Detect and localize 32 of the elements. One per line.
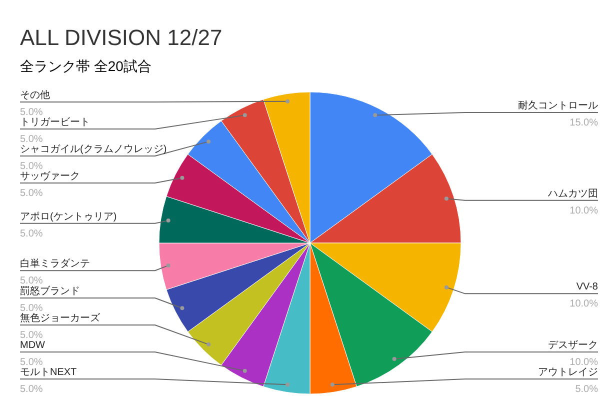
data-label: 5.0%	[20, 134, 43, 145]
slice-label: 無色ジョーカーズ	[20, 312, 101, 324]
data-label: 5.0%	[20, 357, 43, 368]
slice-label: サッヴァーク	[20, 170, 80, 182]
data-label: 10.0%	[570, 205, 598, 216]
data-label: 5.0%	[20, 330, 43, 341]
slice-label: アポロ(ケントゥリア)	[20, 211, 117, 222]
slice-label: アウトレイジ	[538, 367, 598, 378]
data-label: 5.0%	[20, 107, 43, 118]
slice-label: モルトNEXT	[20, 367, 77, 378]
data-label: 5.0%	[20, 303, 43, 314]
slice-label: その他	[20, 89, 50, 101]
chart-subtitle: 全ランク帯 全20試合	[20, 58, 152, 74]
data-label: 10.0%	[570, 357, 598, 368]
slice-label: 罰怒ブランド	[20, 285, 80, 297]
slice-label: トリガービート	[20, 117, 90, 128]
data-label: 5.0%	[20, 276, 43, 287]
slice-label: MDW	[20, 340, 46, 351]
data-label: 5.0%	[20, 188, 43, 199]
slice-label: ハムカツ団	[547, 188, 598, 200]
slice-label: デスザーク	[548, 340, 598, 351]
data-label: 15.0%	[570, 117, 598, 128]
slice-label: 白単ミラダンテ	[20, 258, 90, 270]
data-label: 5.0%	[20, 161, 43, 172]
data-label: 5.0%	[575, 384, 598, 395]
slice-label: VV-8	[576, 282, 598, 293]
data-label: 10.0%	[570, 298, 598, 310]
chart-title: ALL DIVISION 12/27	[20, 25, 222, 50]
data-label: 5.0%	[20, 384, 43, 395]
slice-label: 耐久コントロール	[518, 99, 598, 112]
slice-label: シャコガイル(クラムノウレッジ)	[20, 144, 167, 155]
data-label: 5.0%	[20, 228, 43, 240]
